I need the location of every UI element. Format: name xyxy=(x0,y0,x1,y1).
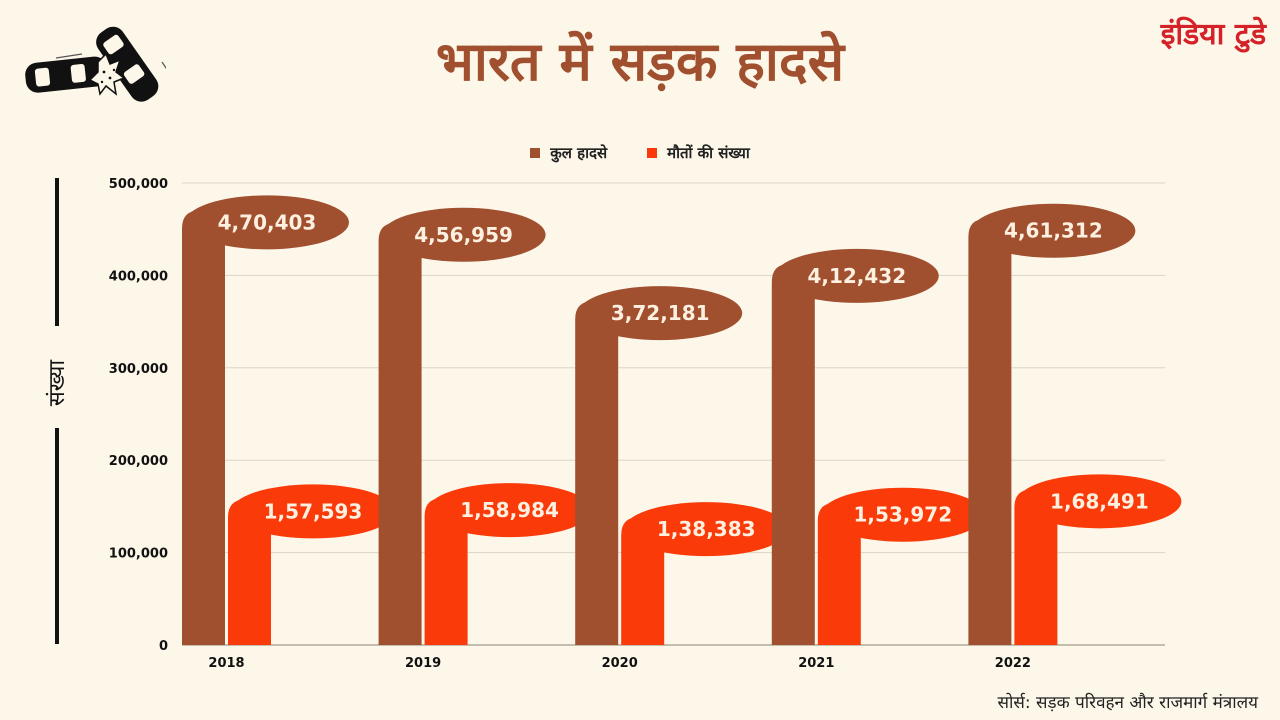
data-label-deaths: 1,53,972 xyxy=(853,503,952,527)
bar-total xyxy=(968,218,1012,645)
data-label-bubble-deaths xyxy=(1017,474,1182,529)
data-label-bubble-total xyxy=(971,203,1136,258)
data-label-total: 4,56,959 xyxy=(414,223,513,247)
x-tick-label: 2019 xyxy=(405,656,441,671)
car-crash-icon xyxy=(25,26,166,102)
data-label-bubble-deaths xyxy=(231,484,395,539)
y-axis-title-group: संख्या xyxy=(43,178,73,644)
x-tick-label: 2021 xyxy=(798,656,834,671)
data-label-deaths: 1,57,593 xyxy=(264,499,363,523)
x-tick-label: 2022 xyxy=(995,656,1031,671)
data-label-bubble-total xyxy=(774,248,939,303)
bar-deaths xyxy=(817,502,861,645)
source-note: सोर्स: सड़क परिवहन और राजमार्ग मंत्रालय xyxy=(997,693,1259,713)
data-label-total: 3,72,181 xyxy=(611,301,710,325)
y-tick-label: 500,000 xyxy=(109,177,168,192)
data-label-bubble-deaths xyxy=(427,483,592,538)
bar-total xyxy=(771,263,815,645)
bar-deaths xyxy=(1014,489,1058,645)
bar-deaths xyxy=(228,499,271,645)
y-axis-title-line-top xyxy=(55,178,59,326)
data-label-deaths: 1,68,491 xyxy=(1050,489,1149,513)
y-axis-title-line-bottom xyxy=(55,426,59,644)
data-label-bubble-total xyxy=(578,286,743,341)
bar-total xyxy=(182,210,225,645)
data-label-total: 4,12,432 xyxy=(807,264,906,288)
y-tick-label: 200,000 xyxy=(109,454,168,469)
data-label-total: 4,70,403 xyxy=(218,210,317,234)
legend-swatch-deaths xyxy=(647,148,658,158)
x-tick-label: 2018 xyxy=(208,656,244,671)
data-label-bubble-total xyxy=(185,195,349,250)
y-tick-label: 0 xyxy=(159,639,168,654)
y-tick-label: 300,000 xyxy=(109,362,168,377)
legend-item-total: कुल हादसे xyxy=(530,143,607,163)
data-label-bubble-deaths xyxy=(624,502,789,557)
chart-title: भारत में सड़क हादसे xyxy=(435,30,845,93)
bar-deaths xyxy=(424,498,468,645)
data-label-deaths: 1,38,383 xyxy=(657,517,756,541)
data-label-bubble-total xyxy=(381,207,546,262)
legend: कुल हादसे मौतों की संख्या xyxy=(0,143,1280,163)
legend-swatch-total xyxy=(530,148,541,158)
legend-label-total: कुल हादसे xyxy=(550,144,608,162)
data-label-deaths: 1,58,984 xyxy=(460,498,559,522)
data-label-total: 4,61,312 xyxy=(1004,219,1103,243)
legend-item-deaths: मौतों की संख्या xyxy=(647,143,750,163)
data-label-bubble-deaths xyxy=(820,487,985,542)
india-today-logo: इंडिया टुडे xyxy=(1160,17,1266,52)
legend-label-deaths: मौतों की संख्या xyxy=(667,144,750,162)
bar-total xyxy=(575,301,619,645)
bar-total xyxy=(378,222,422,645)
x-tick-label: 2020 xyxy=(602,656,638,671)
y-tick-label: 400,000 xyxy=(109,269,168,284)
y-tick-label: 100,000 xyxy=(109,547,168,562)
